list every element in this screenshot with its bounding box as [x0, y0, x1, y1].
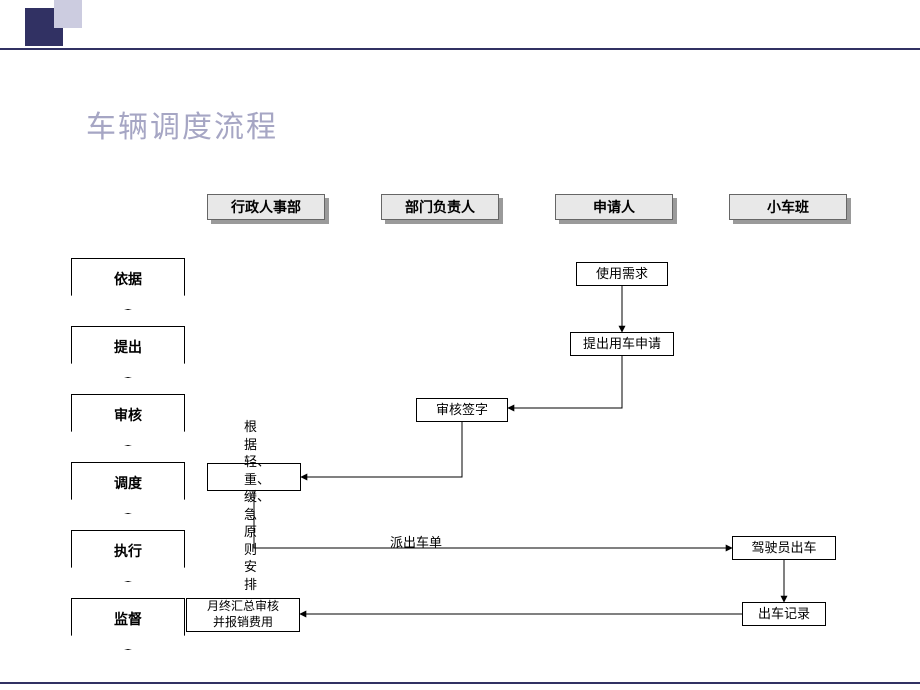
- process-box-n_need: 使用需求: [576, 262, 668, 286]
- page-title: 车辆调度流程: [86, 102, 278, 146]
- phase-box: 调度: [71, 462, 185, 514]
- edge-label: 派出车单: [390, 532, 442, 551]
- footer-divider: [0, 682, 920, 684]
- process-box-n_log: 出车记录: [742, 602, 826, 626]
- process-box-n_apply: 提出用车申请: [570, 332, 674, 356]
- column-header: 行政人事部: [207, 194, 325, 220]
- phase-box: 提出: [71, 326, 185, 378]
- phase-label: 依据: [114, 269, 142, 289]
- phase-label: 调度: [114, 473, 142, 493]
- phase-label: 监督: [114, 609, 142, 629]
- phase-box: 审核: [71, 394, 185, 446]
- top-divider: [0, 48, 920, 50]
- phase-label: 审核: [114, 405, 142, 425]
- deco-square-light: [54, 0, 82, 28]
- phase-box: 依据: [71, 258, 185, 310]
- phase-box: 监督: [71, 598, 185, 650]
- column-header: 申请人: [555, 194, 673, 220]
- column-header: 小车班: [729, 194, 847, 220]
- phase-label: 执行: [114, 541, 142, 561]
- column-header: 部门负责人: [381, 194, 499, 220]
- schedule-criteria-text: 根据轻、重、缓、急原则安排: [244, 418, 260, 593]
- process-box-n_audit: 审核签字: [416, 398, 508, 422]
- phase-box: 执行: [71, 530, 185, 582]
- process-box-n_drive: 驾驶员出车: [732, 536, 836, 560]
- process-box-n_month: 月终汇总审核 并报销费用: [186, 598, 300, 632]
- phase-label: 提出: [114, 337, 142, 357]
